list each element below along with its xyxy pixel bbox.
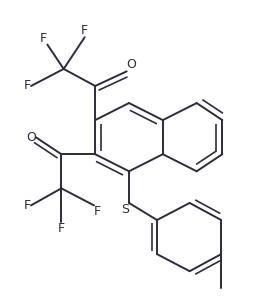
- Text: F: F: [81, 24, 88, 37]
- Text: F: F: [94, 205, 101, 218]
- Text: O: O: [26, 131, 36, 144]
- Text: F: F: [40, 32, 47, 45]
- Text: O: O: [127, 58, 136, 71]
- Text: F: F: [24, 199, 31, 212]
- Text: F: F: [58, 222, 65, 235]
- Text: F: F: [24, 80, 31, 92]
- Text: S: S: [121, 203, 129, 216]
